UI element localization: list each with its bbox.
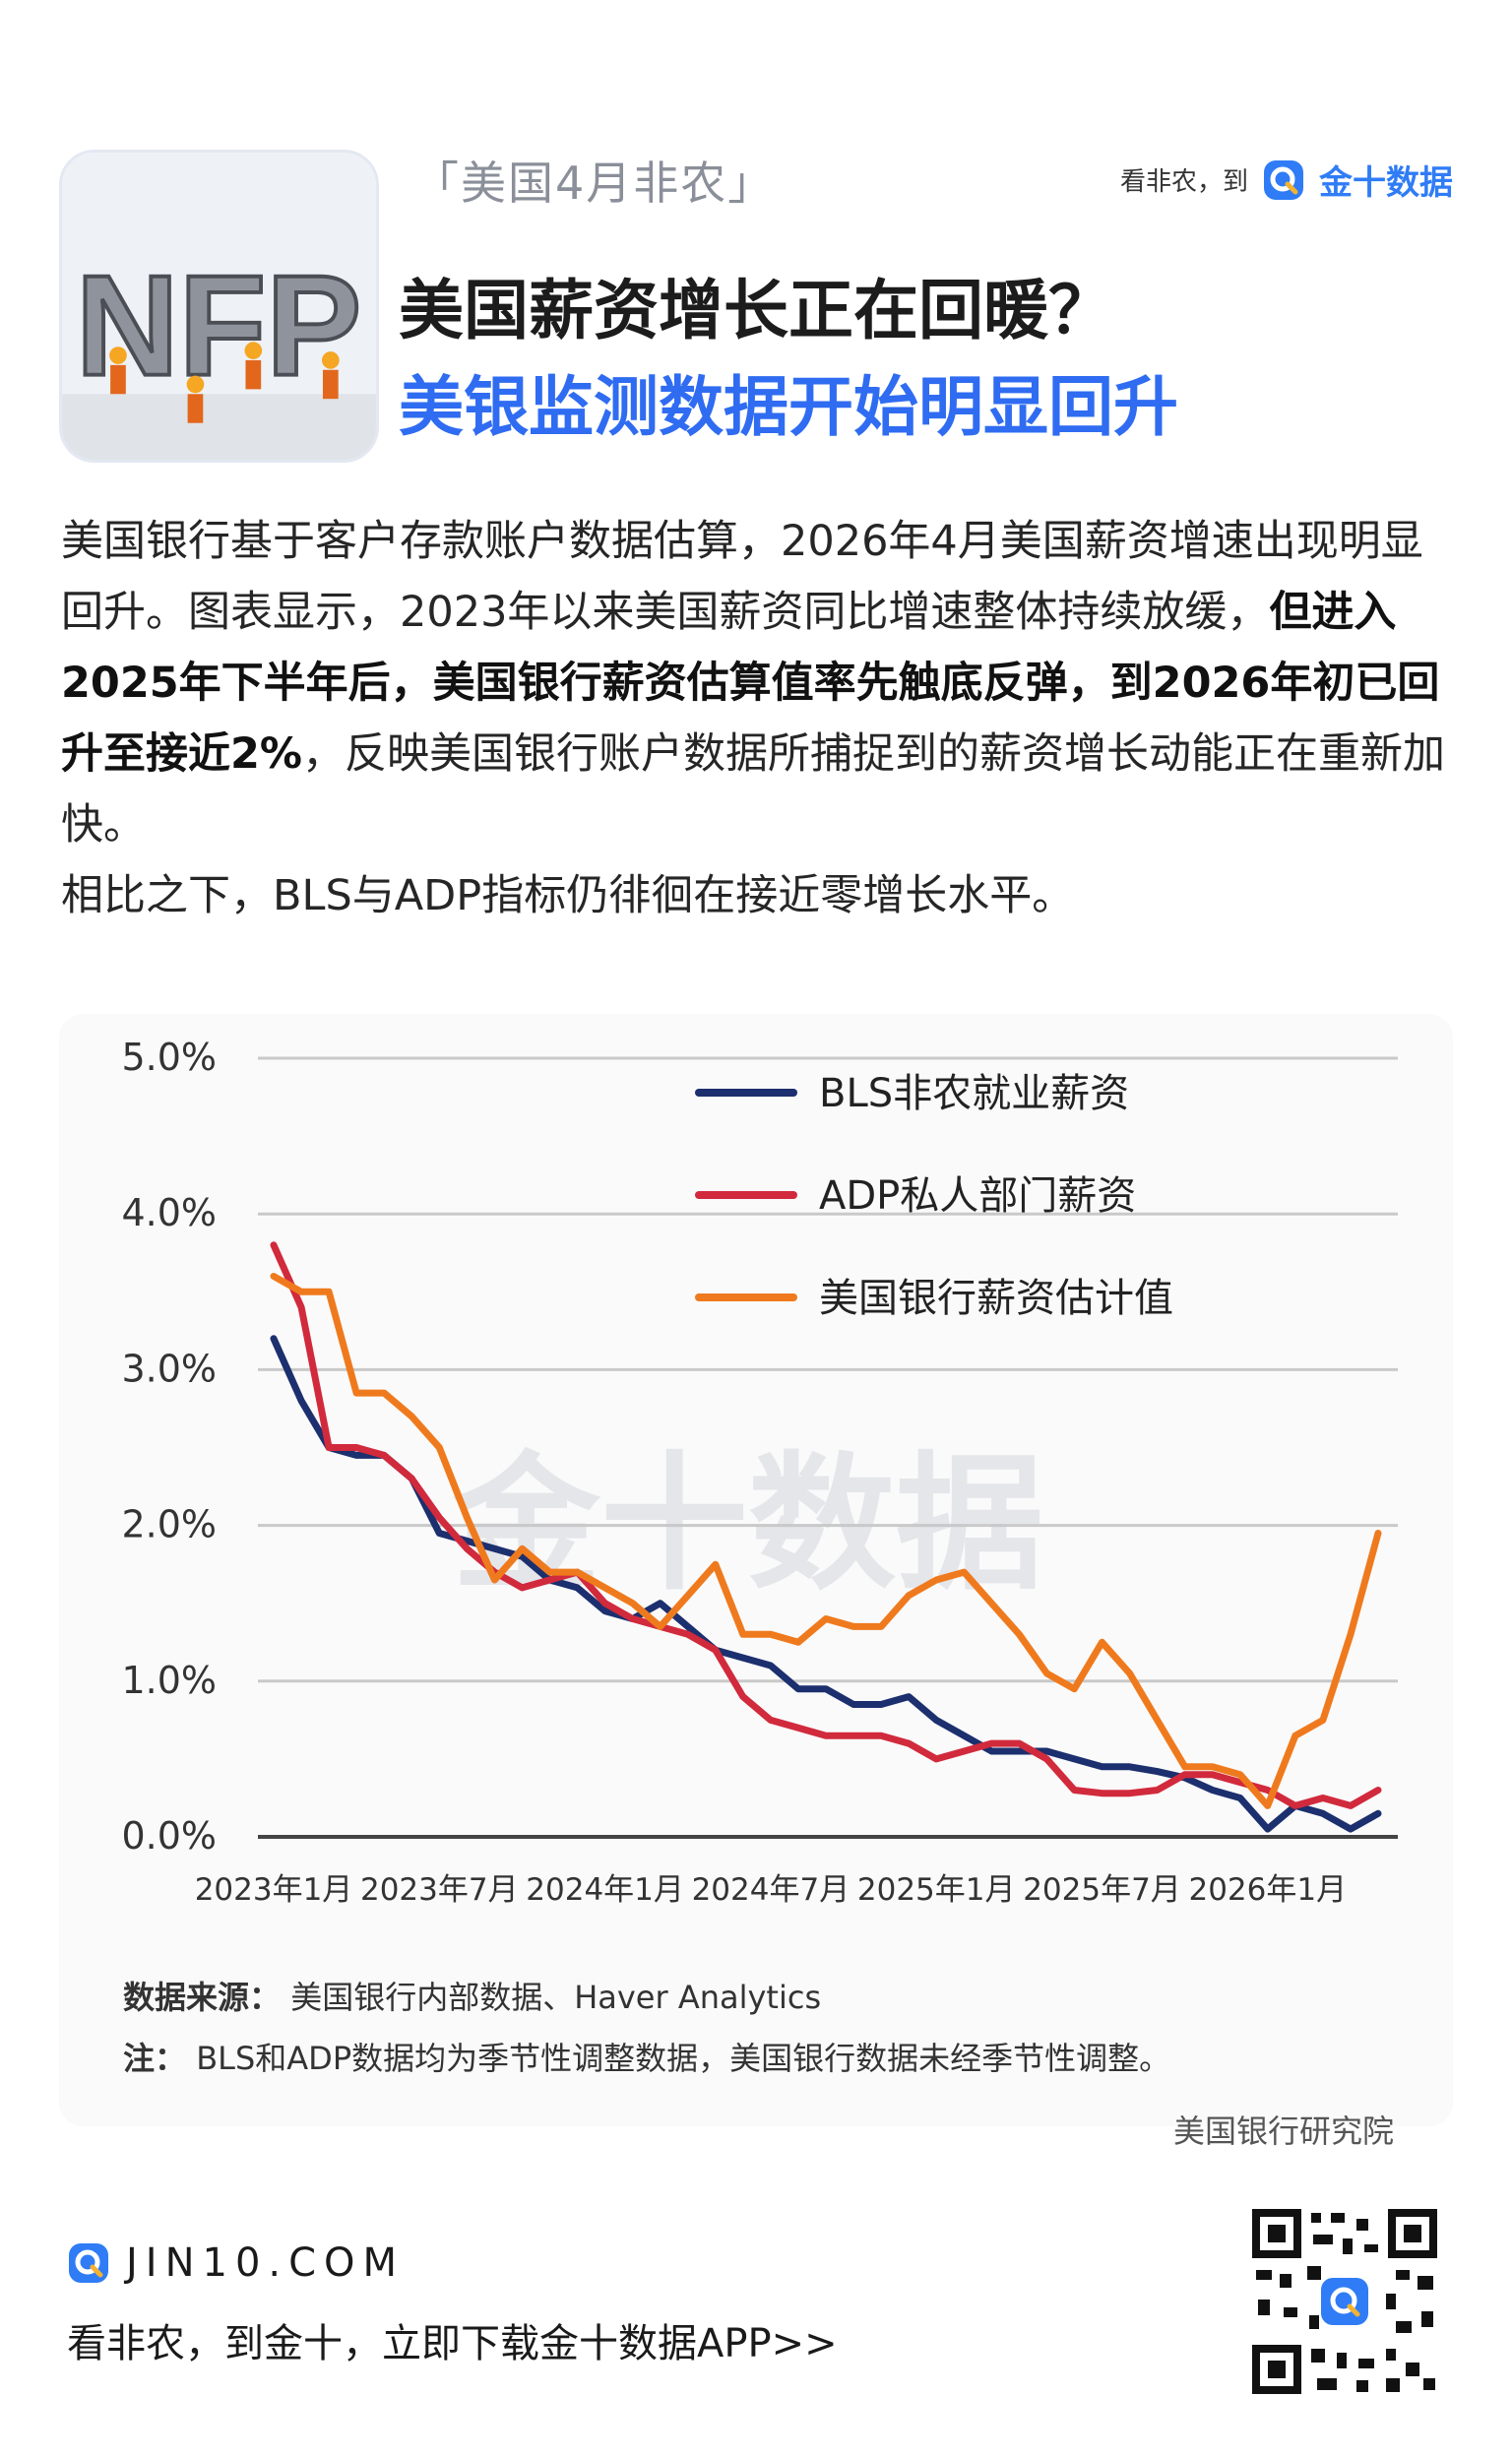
footer-site-link[interactable]: JIN10.COM <box>67 2240 405 2286</box>
intro-paragraph: 美国银行基于客户存款账户数据估算，2026年4月美国薪资增速出现明显回升。图表显… <box>61 506 1459 931</box>
brand-name: 金十数据 <box>1319 163 1453 203</box>
x-tick-label: 2026年1月 <box>1188 1872 1347 1908</box>
credit: 美国银行研究院 <box>1173 2112 1395 2150</box>
series-line-3 <box>270 1273 1382 1809</box>
intro-text-bold: 但进入2025年下半年后，美国银行薪资估算值率先触底反弹，到2026年初已回升至… <box>61 588 1440 779</box>
y-tick-label: 2.0% <box>121 1503 217 1546</box>
footer-site-text: JIN10.COM <box>126 2240 406 2286</box>
y-tick-label: 3.0% <box>121 1347 217 1390</box>
footnote: 注： BLS和ADP数据均为季节性调整数据，美国银行数据未经季节性调整。 <box>123 2034 1170 2079</box>
headline-line-1: 美国薪资增长正在回暖？ <box>399 273 1113 348</box>
x-tick-label: 2025年7月 <box>1023 1872 1181 1908</box>
x-tick-label: 2024年1月 <box>526 1872 684 1908</box>
hero-image-nfp: NFP <box>59 150 379 463</box>
source-text: 美国银行内部数据、Haver Analytics <box>290 1979 822 2016</box>
tagline: 「美国4月非农」 <box>413 157 776 210</box>
y-tick-label: 5.0% <box>121 1036 217 1079</box>
intro-text-a: 美国银行基于客户存款账户数据估算，2026年4月美国薪资增速出现明显回升。图表显… <box>61 517 1423 637</box>
intro-text-b: ，反映美国银行账户数据所捕捉到的薪资增长动能正在重新加快。 <box>61 729 1446 850</box>
x-tick-label: 2024年7月 <box>692 1872 850 1908</box>
download-app-link[interactable]: 看非农，到金十，立即下载金十数据APP>> <box>67 2321 838 2366</box>
brand-badge[interactable]: 看非农，到 金十数据 <box>1120 156 1453 204</box>
intro-text-p2: 相比之下，BLS与ADP指标仍徘徊在接近零增长水平。 <box>61 871 1075 920</box>
note-label: 注： <box>123 2040 187 2077</box>
y-tick-label: 0.0% <box>121 1814 217 1858</box>
brand-slogan: 看非农，到 <box>1119 167 1248 197</box>
jin10-logo-icon <box>1264 159 1303 200</box>
note-text: BLS和ADP数据均为季节性调整数据，美国银行数据未经季节性调整。 <box>196 2040 1171 2077</box>
qr-code-icon[interactable] <box>1248 2205 1441 2398</box>
y-tick-label: 1.0% <box>121 1659 217 1702</box>
legend-label: ADP私人部门薪资 <box>819 1173 1136 1219</box>
headline-line-2: 美银监测数据开始明显回升 <box>399 369 1178 445</box>
x-tick-label: 2025年1月 <box>857 1872 1016 1908</box>
series-line-2 <box>270 1241 1382 1809</box>
source-label: 数据来源： <box>123 1979 282 2016</box>
legend-label: 美国银行薪资估计值 <box>819 1276 1173 1321</box>
chart-panel: 金十数据 0.0% 1.0% 2.0% 3.0% 4.0% 5.0% 2023年1月 2023年… <box>59 1014 1453 2126</box>
source-note: 数据来源： 美国银行内部数据、Haver Analytics <box>123 1973 821 2018</box>
y-tick-label: 4.0% <box>121 1191 217 1234</box>
x-tick-label: 2023年7月 <box>360 1872 519 1908</box>
legend-label: BLS非农就业薪资 <box>819 1071 1129 1116</box>
x-tick-label: 2023年1月 <box>195 1872 353 1908</box>
jin10-logo-icon <box>69 2243 108 2283</box>
